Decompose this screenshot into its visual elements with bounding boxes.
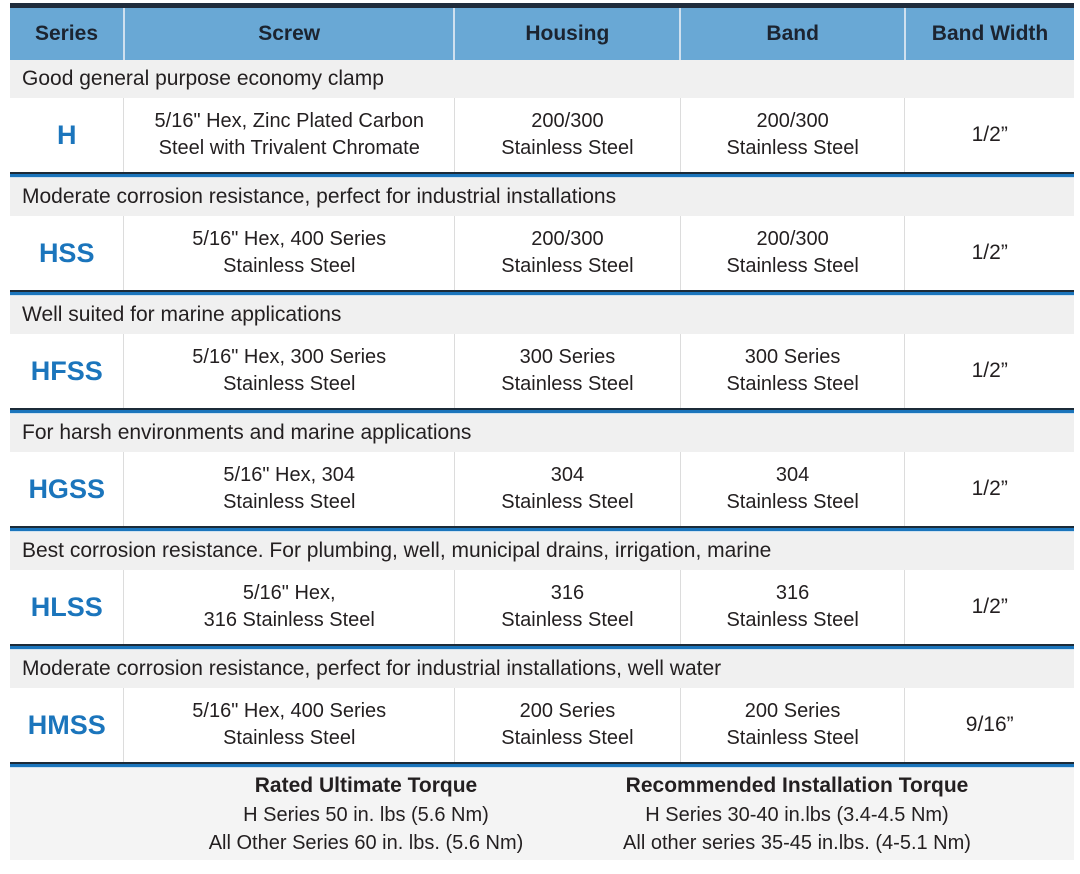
section-description: Best corrosion resistance. For plumbing,… [10,532,1074,570]
housing-cell: 300 Series Stainless Steel [455,334,681,408]
table-row: HLSS 5/16" Hex, 316 Stainless Steel 316 … [10,570,1074,644]
table-row: HFSS 5/16" Hex, 300 Series Stainless Ste… [10,334,1074,408]
housing-cell: 304 Stainless Steel [455,452,681,526]
section-description: Moderate corrosion resistance, perfect f… [10,178,1074,216]
series-cell: H [10,98,125,172]
installation-torque-title: Recommended Installation Torque [625,773,969,797]
section-description: Moderate corrosion resistance, perfect f… [10,650,1074,688]
rated-ultimate-torque-block: Rated Ultimate Torque H Series 50 in. lb… [10,771,542,858]
series-section-hmss: Moderate corrosion resistance, perfect f… [10,650,1074,762]
section-divider [10,526,1074,532]
screw-cell: 5/16" Hex, 316 Stainless Steel [124,570,456,644]
screw-cell: 5/16" Hex, 400 Series Stainless Steel [124,216,456,290]
screw-cell: 5/16" Hex, 300 Series Stainless Steel [124,334,456,408]
header-cell-band-width: Band Width [931,22,1049,45]
series-cell: HFSS [10,334,125,408]
housing-cell: 316 Stainless Steel [455,570,681,644]
band-cell: 304 Stainless Steel [681,452,906,526]
section-divider [10,172,1074,178]
table-row: HSS 5/16" Hex, 400 Series Stainless Stee… [10,216,1074,290]
band-width-cell: 1/2” [971,594,1008,618]
section-description: Well suited for marine applications [10,296,1074,334]
series-cell: HGSS [10,452,125,526]
band-cell: 200/300 Stainless Steel [681,98,906,172]
band-cell: 316 Stainless Steel [681,570,906,644]
torque-footer: Rated Ultimate Torque H Series 50 in. lb… [10,768,1074,860]
header-cell-series: Series [10,8,125,60]
band-cell: 200 Series Stainless Steel [681,688,906,762]
installation-torque-line-1: H Series 30-40 in.lbs (3.4-4.5 Nm) [645,803,949,826]
rated-torque-line-2: All Other Series 60 in. lbs. (5.6 Nm) [208,831,524,854]
screw-cell: 5/16" Hex, 400 Series Stainless Steel [124,688,456,762]
section-description: For harsh environments and marine applic… [10,414,1074,452]
recommended-installation-torque-block: Recommended Installation Torque H Series… [542,771,1074,858]
series-section-hgss: For harsh environments and marine applic… [10,414,1074,526]
header-cell-screw: Screw [125,8,456,60]
section-divider [10,408,1074,414]
series-cell: HLSS [10,570,125,644]
series-section-hlss: Best corrosion resistance. For plumbing,… [10,532,1074,644]
section-divider [10,762,1074,768]
header-cell-band: Band [681,8,907,60]
screw-cell: 5/16" Hex, 304 Stainless Steel [124,452,456,526]
section-divider [10,644,1074,650]
rated-torque-title: Rated Ultimate Torque [254,773,478,797]
band-width-cell: 9/16” [965,712,1014,736]
band-cell: 300 Series Stainless Steel [681,334,906,408]
screw-cell: 5/16" Hex, Zinc Plated Carbon Steel with… [124,98,456,172]
series-cell: HSS [10,216,125,290]
housing-cell: 200/300 Stainless Steel [455,98,681,172]
table-header: Series Screw Housing Band Band Width [10,3,1074,60]
clamp-spec-table: Series Screw Housing Band Band Width Goo… [10,3,1074,860]
table-row: HMSS 5/16" Hex, 400 Series Stainless Ste… [10,688,1074,762]
housing-cell: 200 Series Stainless Steel [455,688,681,762]
table-row: H 5/16" Hex, Zinc Plated Carbon Steel wi… [10,98,1074,172]
header-cell-housing: Housing [455,8,682,60]
band-width-cell: 1/2” [971,476,1008,500]
housing-cell: 200/300 Stainless Steel [455,216,681,290]
series-cell: HMSS [10,688,125,762]
installation-torque-line-2: All other series 35-45 in.lbs. (4-5.1 Nm… [623,831,971,854]
series-section-hfss: Well suited for marine applications HFSS… [10,296,1074,408]
rated-torque-line-1: H Series 50 in. lbs (5.6 Nm) [243,803,489,826]
band-cell: 200/300 Stainless Steel [681,216,906,290]
series-section-hss: Moderate corrosion resistance, perfect f… [10,178,1074,290]
band-width-cell: 1/2” [971,358,1008,382]
band-width-cell: 1/2” [971,240,1008,264]
section-divider [10,290,1074,296]
series-section-h: Good general purpose economy clamp H 5/1… [10,60,1074,172]
table-row: HGSS 5/16" Hex, 304 Stainless Steel 304 … [10,452,1074,526]
band-width-cell: 1/2” [971,122,1008,146]
section-description: Good general purpose economy clamp [10,60,1074,98]
